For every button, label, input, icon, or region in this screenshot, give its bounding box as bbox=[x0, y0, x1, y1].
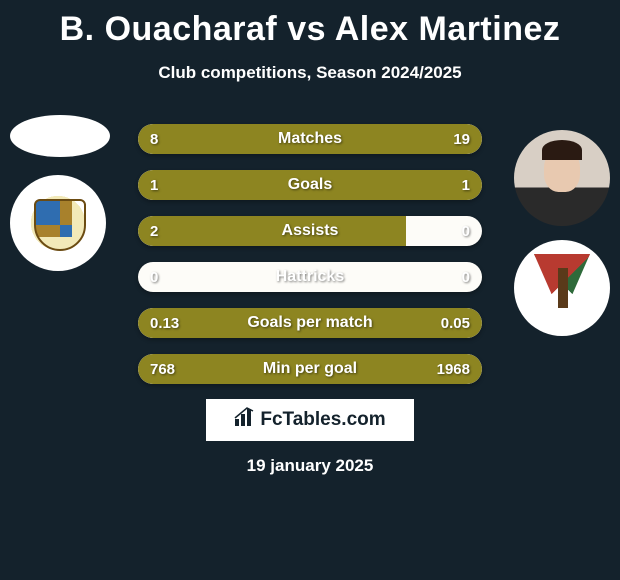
stat-bar: 1Goals1 bbox=[138, 170, 482, 200]
stat-label: Goals bbox=[138, 176, 482, 194]
page-title: B. Ouacharaf vs Alex Martinez bbox=[0, 0, 620, 49]
stat-value-right: 1968 bbox=[437, 361, 470, 378]
stat-value-right: 0 bbox=[462, 269, 470, 286]
chart-icon bbox=[234, 407, 256, 433]
player1-club-crest bbox=[10, 175, 106, 271]
player1-avatar-placeholder bbox=[10, 115, 110, 157]
stat-bar: 768Min per goal1968 bbox=[138, 354, 482, 384]
player2-club-crest bbox=[514, 240, 610, 336]
stat-bar: 0.13Goals per match0.05 bbox=[138, 308, 482, 338]
stat-bar: 8Matches19 bbox=[138, 124, 482, 154]
stat-value-right: 19 bbox=[453, 131, 470, 148]
stat-value-right: 0.05 bbox=[441, 315, 470, 332]
fctables-logo-box: FcTables.com bbox=[205, 398, 415, 442]
logo-text: FcTables.com bbox=[260, 409, 385, 431]
stat-bar: 2Assists0 bbox=[138, 216, 482, 246]
stat-label: Hattricks bbox=[138, 268, 482, 286]
stat-bar: 0Hattricks0 bbox=[138, 262, 482, 292]
stat-label: Goals per match bbox=[138, 314, 482, 332]
fctables-logo: FcTables.com bbox=[234, 407, 385, 433]
stat-label: Assists bbox=[138, 222, 482, 240]
stat-label: Matches bbox=[138, 130, 482, 148]
subtitle: Club competitions, Season 2024/2025 bbox=[0, 63, 620, 83]
player2-avatar bbox=[514, 130, 610, 226]
left-player-column bbox=[10, 115, 110, 285]
stats-bar-group: 8Matches191Goals12Assists00Hattricks00.1… bbox=[138, 124, 482, 400]
date-text: 19 january 2025 bbox=[0, 456, 620, 476]
right-player-column bbox=[514, 130, 610, 350]
stat-value-right: 0 bbox=[462, 223, 470, 240]
stat-value-right: 1 bbox=[462, 177, 470, 194]
stat-label: Min per goal bbox=[138, 360, 482, 378]
